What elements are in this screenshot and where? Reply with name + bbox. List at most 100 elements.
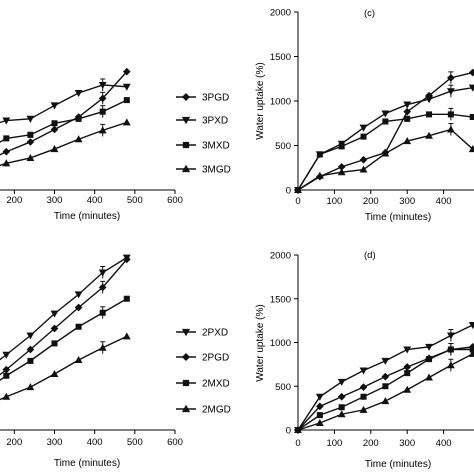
top-right-series-2-point: [360, 133, 367, 140]
bottom-right-series-0-point: [403, 346, 412, 354]
bottom-right-series-3-point: [468, 349, 474, 357]
top-left-series-0-point: [50, 125, 59, 134]
top-left-series-2-point: [51, 120, 58, 127]
bottom-left-series-3-point: [26, 383, 35, 391]
top-right-series-3-point: [294, 185, 302, 194]
bottom-left-series-0-point: [26, 332, 35, 340]
top-left-legend-label: 3MXD: [202, 141, 230, 152]
bottom-right-y-tick-label: 1500: [270, 294, 291, 305]
top-left-x-tick-label: 300: [47, 195, 63, 206]
top-right-series-2-point: [382, 118, 389, 125]
top-left-series-1-point: [74, 89, 83, 98]
top-right-x-tick-label: 200: [363, 196, 379, 207]
bottom-right-series-1-point: [381, 372, 390, 381]
top-left-series-1-point: [26, 115, 35, 123]
bottom-left-series-line-1: [0, 258, 128, 376]
top-right-series-2-point: [404, 115, 411, 122]
bottom-left-x-tick-label: 600: [167, 437, 183, 448]
top-right-series-1-point: [403, 101, 412, 109]
top-right-series-1-point: [425, 96, 433, 104]
bottom-right-series-3-point: [403, 385, 412, 393]
top-right-series-3-point: [359, 165, 368, 173]
bottom-right-series-0-point: [359, 367, 368, 375]
bottom-left-x-tick-label: 500: [127, 437, 143, 448]
top-left-series-2-point: [123, 97, 130, 104]
bottom-left-series-1-point: [74, 303, 83, 312]
bottom-left-series-line-3: [0, 335, 128, 401]
bottom-left-legend-marker: [181, 328, 191, 337]
top-right-series-0-point: [403, 107, 412, 116]
top-left-series-0-point: [122, 67, 131, 76]
bottom-right-series-1-point: [403, 363, 412, 371]
top-right-series-3-point: [468, 145, 474, 153]
bottom-right-y-tick-label: 2000: [270, 251, 291, 262]
top-left-series-3-point: [2, 159, 11, 167]
top-left-legend-marker: [181, 164, 191, 173]
top-left-series-line-3: [0, 121, 128, 167]
top-right-x-axis-title: Time (minutes): [365, 212, 431, 223]
top-right-series-3-point: [403, 137, 412, 145]
bottom-right-panel-label: (d): [364, 250, 376, 261]
bottom-right-series-2-point: [404, 370, 411, 377]
top-right-series-3-point: [381, 149, 390, 157]
bottom-right-series-3-point: [381, 397, 390, 405]
top-right-y-tick-label: 2000: [270, 8, 291, 19]
bottom-right-series-2-point: [382, 383, 389, 390]
bottom-left-series-3-point: [50, 369, 59, 378]
bottom-right-x-tick-label: 300: [399, 438, 415, 449]
bottom-left-series-2-point: [51, 340, 58, 347]
top-right-series-0-point: [468, 68, 474, 77]
bottom-right-series-3-point: [294, 425, 302, 434]
bottom-right-x-tick-label: 100: [326, 438, 342, 449]
bottom-right-x-tick-label: 400: [436, 438, 452, 449]
top-left-series-2-point: [3, 135, 10, 142]
top-left-x-tick-label: 400: [87, 195, 103, 206]
top-right-series-0-point: [359, 155, 368, 164]
top-left-legend-marker: [181, 92, 191, 102]
top-left-legend-marker: [182, 141, 190, 149]
top-left-series-0-point: [26, 138, 35, 146]
bottom-left-x-tick-label: 200: [6, 437, 22, 448]
bottom-left-series-1-point: [26, 345, 35, 354]
top-right-y-tick-label: 1500: [270, 52, 291, 63]
top-left-series-3-point: [74, 135, 83, 143]
bottom-left-x-tick-label: 300: [47, 437, 63, 448]
top-right-series-2-point: [338, 143, 345, 150]
top-left-series-2-point: [75, 115, 82, 122]
bottom-right-series-1-point: [359, 383, 368, 391]
top-left-x-tick-label: 200: [6, 195, 22, 206]
bottom-left-series-0-point: [2, 351, 11, 359]
bottom-right-series-3-point: [359, 405, 368, 413]
bottom-left-legend-label: 2MXD: [202, 379, 230, 390]
bottom-right-series-line-3: [297, 353, 474, 431]
top-left-series-line-1: [0, 84, 127, 124]
bottom-left-series-line-2: [0, 298, 128, 381]
bottom-right-y-tick-label: 0: [286, 426, 291, 437]
top-left-series-1-point: [2, 117, 11, 125]
top-left-x-axis-title: Time (minutes): [54, 211, 120, 222]
top-right-series-2-point: [469, 114, 474, 121]
bottom-right-series-2-point: [316, 412, 323, 419]
bottom-right-series-0-point: [337, 378, 346, 386]
top-right-series-1-point: [468, 84, 474, 92]
top-left-series-0-point: [2, 147, 11, 156]
top-right-series-3-point: [425, 131, 433, 139]
bottom-left-x-tick-label: 400: [87, 437, 103, 448]
bottom-right-series-3-point: [425, 373, 433, 381]
top-right-series-2-point: [426, 111, 433, 118]
top-left-series-line-0: [0, 71, 128, 156]
top-right-series-3-point: [315, 171, 324, 179]
bottom-right-x-tick-label: 0: [295, 438, 300, 449]
bottom-left-series-3-point: [122, 332, 131, 340]
bottom-right-series-2-point: [338, 404, 345, 411]
bottom-right-series-2-point: [426, 356, 433, 363]
top-left-series-3-point: [26, 153, 35, 161]
top-left-series-2-point: [27, 131, 34, 138]
top-left-legend-marker: [181, 116, 191, 125]
top-left-series-line-2: [0, 99, 128, 143]
bottom-right-series-1-point: [337, 392, 346, 401]
top-left-legend-label: 3PXD: [202, 116, 228, 127]
bottom-right-series-1-point: [316, 402, 324, 411]
bottom-right-y-tick-label: 500: [275, 382, 291, 393]
bottom-left-legend-marker: [181, 352, 191, 362]
